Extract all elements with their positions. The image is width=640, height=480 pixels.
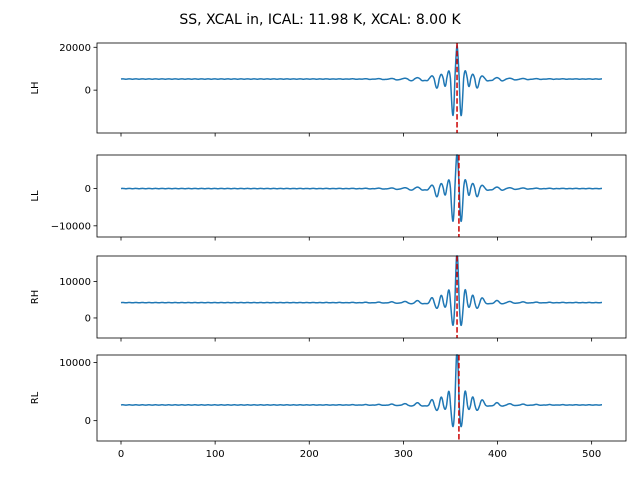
y-tick-label: 0	[85, 416, 91, 427]
x-tick-label: 400	[488, 449, 507, 460]
axes-ll: −10000 0 LL	[30, 154, 627, 241]
axes-frame	[96, 154, 627, 238]
y-tick-label: 10000	[59, 277, 91, 288]
x-tick-label: 200	[300, 449, 319, 460]
x-tick-label: 500	[582, 449, 601, 460]
axes-rh: 0 10000 RH	[30, 255, 627, 342]
y-axis-label: RL	[30, 391, 41, 404]
y-tick-label: 0	[85, 313, 91, 324]
y-tick-label: −10000	[51, 221, 91, 232]
y-tick-label: 0	[85, 184, 91, 195]
x-tick-label: 100	[206, 449, 225, 460]
series-line-rh	[120, 255, 603, 327]
x-tick-label: 300	[394, 449, 413, 460]
axes-frame	[96, 42, 627, 134]
series-line-ll	[120, 154, 603, 223]
figure-title: SS, XCAL in, ICAL: 11.98 K, XCAL: 8.00 K	[179, 12, 461, 28]
series-line-rl	[120, 354, 603, 428]
axes-frame	[96, 255, 627, 339]
y-tick-label: 0	[85, 86, 91, 97]
axes-lh: 0 20000 LH	[30, 42, 627, 137]
y-axis-label: LL	[30, 190, 41, 202]
series-line-lh	[120, 44, 603, 117]
y-tick-label: 20000	[59, 43, 91, 54]
y-axis-label: LH	[30, 81, 41, 94]
y-tick-label: 10000	[59, 358, 91, 369]
axes-rl: 0 10000 RL 0 100 200 300 400 500	[30, 354, 627, 460]
x-tick-label: 0	[118, 449, 124, 460]
y-axis-label: RH	[30, 290, 41, 304]
axes-frame	[96, 354, 627, 442]
